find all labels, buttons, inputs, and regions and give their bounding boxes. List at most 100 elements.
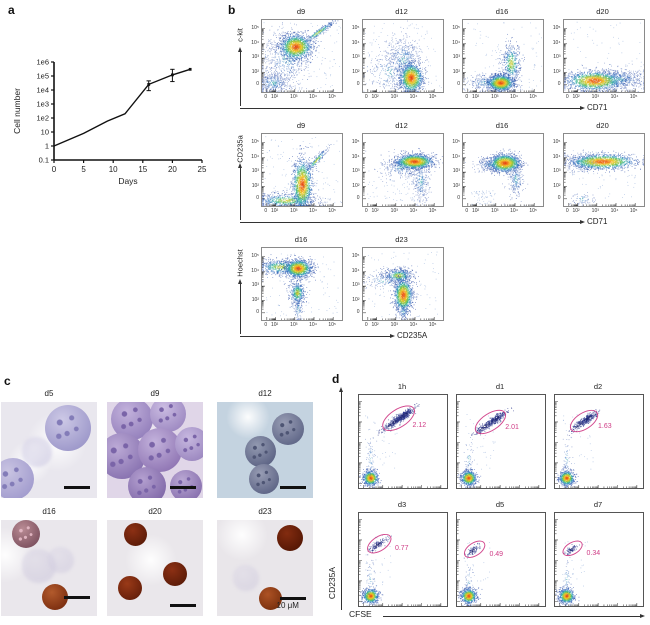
chart-text: 1e5 xyxy=(36,72,49,81)
x-tick-label: 10² xyxy=(471,94,480,100)
cell xyxy=(22,436,53,467)
y-tick-label: 0 xyxy=(356,194,360,201)
flow-plot-canvas xyxy=(358,512,448,607)
x-tick-label: 0 xyxy=(364,94,368,100)
flow-plot-canvas xyxy=(554,394,644,489)
x-tick-label: 0 xyxy=(565,94,569,100)
y-tick-label: 10² xyxy=(251,182,259,189)
micro-title: d9 xyxy=(150,389,160,398)
x-tick-label: 10³ xyxy=(290,322,298,328)
y-axis-arrow xyxy=(240,284,241,334)
y-axis-arrowhead xyxy=(238,279,242,285)
x-tick-label: 10² xyxy=(371,322,379,328)
chart-text: 1e2 xyxy=(36,114,49,123)
y-tick-label: 10⁵ xyxy=(351,24,360,31)
data-marker xyxy=(188,67,192,71)
micro-title: d5 xyxy=(44,389,54,398)
y-tick-label: 10³ xyxy=(352,282,360,289)
cell xyxy=(175,427,203,462)
y-axis-arrow xyxy=(341,392,342,610)
flow-plot-title: d7 xyxy=(593,500,603,509)
y-tick-label: 0 xyxy=(557,80,561,87)
x-tick-label: 10⁵ xyxy=(629,208,638,214)
y-tick-label: 10⁴ xyxy=(251,39,259,46)
panel-a-label: a xyxy=(8,3,15,17)
chart-text: 10 xyxy=(41,128,49,137)
micro-title: d12 xyxy=(258,389,272,398)
x-tick-label: 0 xyxy=(264,208,268,214)
cell xyxy=(276,525,303,552)
cell xyxy=(249,463,280,494)
y-tick-label: 10⁴ xyxy=(351,39,360,46)
y-tick-label: 10² xyxy=(553,182,561,189)
flow-plot-canvas xyxy=(358,394,448,489)
chart-text: 1e6 xyxy=(36,58,49,67)
microscopy-panel: d5 d9 d12 d16 d20 d23 10 μM xyxy=(1,389,313,616)
x-tick-label: 10⁵ xyxy=(328,322,336,328)
x-tick-label: 10³ xyxy=(290,94,298,100)
y-tick-label: 10³ xyxy=(553,168,561,175)
gate-percentage: 2.12 xyxy=(412,421,427,429)
chart-text: 1e4 xyxy=(36,86,49,95)
x-tick-label: 10² xyxy=(270,322,279,328)
y-tick-label: 10⁴ xyxy=(251,153,259,160)
x-tick-label: 10⁴ xyxy=(309,94,317,100)
x-tick-label: 10² xyxy=(371,208,379,214)
y-axis-arrow xyxy=(240,167,241,220)
x-tick-label: 10⁴ xyxy=(409,322,418,328)
y-tick-label: 10⁵ xyxy=(452,138,460,145)
growth-chart-panel: 1e6 1e5 1e4 1e3 1e2 10 1 0.1 0 5 10 15 20 25 Days Cell … xyxy=(10,48,220,213)
flow-plot-canvas xyxy=(261,247,343,321)
y-tick-label: 10⁵ xyxy=(552,138,561,145)
flow-plot-title: d16 xyxy=(294,235,308,244)
x-tick-label: 0 xyxy=(565,208,569,214)
x-tick-label: 10⁵ xyxy=(328,208,336,214)
micrograph-d16 xyxy=(1,520,97,616)
y-tick-label: 10² xyxy=(251,68,259,75)
x-tick-label: 10⁵ xyxy=(529,208,537,214)
cell xyxy=(118,576,143,601)
y-tick-label: 10³ xyxy=(352,54,360,61)
chart-text: 15 xyxy=(138,165,147,174)
gate-percentage: 2.01 xyxy=(505,424,519,432)
x-tick-label: 10⁴ xyxy=(510,94,518,100)
x-tick-label: 10⁵ xyxy=(428,208,437,214)
scale-bar xyxy=(170,485,197,489)
x-tick-label: 10³ xyxy=(390,208,398,214)
x-tick-label: 0 xyxy=(465,94,469,100)
y-tick-label: 10⁵ xyxy=(452,24,460,31)
gate-percentage: 1.63 xyxy=(598,423,612,431)
x-axis-arrow xyxy=(383,616,640,617)
flow-plot-canvas xyxy=(462,133,544,207)
y-tick-label: 10² xyxy=(352,296,360,303)
flow-plot-canvas xyxy=(554,512,644,607)
micrograph-d5 xyxy=(1,402,97,498)
light-glow xyxy=(225,402,270,440)
x-tick-label: 10³ xyxy=(591,94,599,100)
gate-percentage: 0.34 xyxy=(586,549,601,557)
x-tick-label: 10⁴ xyxy=(309,208,317,214)
x-axis-label-cfse: CFSE xyxy=(349,609,372,619)
cell xyxy=(47,547,74,574)
flow-plot-canvas xyxy=(562,133,645,207)
y-tick-label: 10⁴ xyxy=(552,153,561,160)
y-tick-label: 10³ xyxy=(251,168,259,175)
chart-text: 0.1 xyxy=(39,156,49,165)
x-tick-label: 10² xyxy=(270,94,279,100)
y-axis-arrow xyxy=(240,51,241,106)
flow-plot-title: d3 xyxy=(397,500,407,509)
y-tick-label: 10³ xyxy=(553,54,561,61)
panel-d-label: d xyxy=(332,372,340,386)
gate-percentage: 0.77 xyxy=(394,545,409,553)
flow-plot-title: d23 xyxy=(395,235,408,244)
x-tick-label: 0 xyxy=(264,322,268,328)
y-tick-label: 10⁴ xyxy=(452,153,460,160)
y-tick-label: 10³ xyxy=(251,282,259,289)
y-tick-label: 10⁵ xyxy=(251,138,259,145)
x-axis-arrow xyxy=(240,222,580,223)
cell xyxy=(128,467,167,498)
x-axis-arrowhead xyxy=(580,106,585,110)
y-tick-label: 10⁵ xyxy=(351,252,360,259)
micro-title: d20 xyxy=(148,507,162,516)
